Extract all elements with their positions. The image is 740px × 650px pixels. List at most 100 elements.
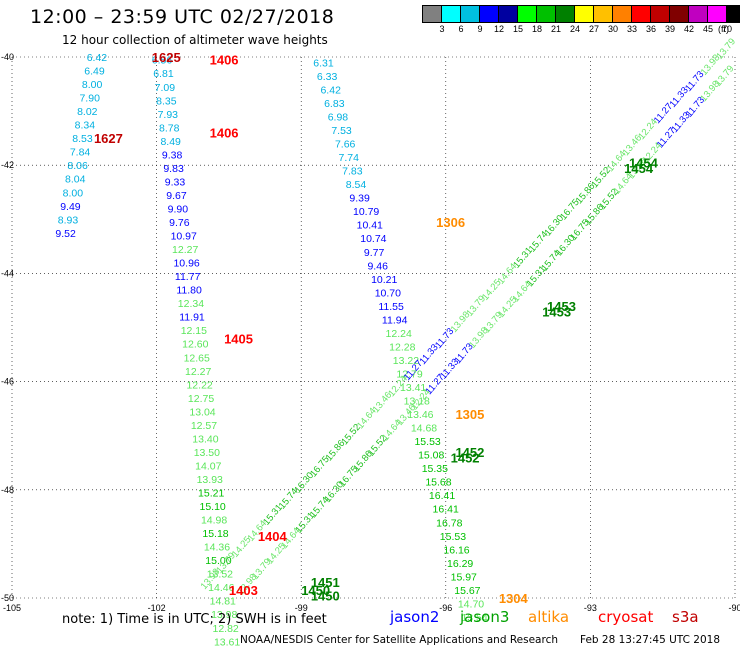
wave-height-value: 6.33 — [317, 71, 338, 83]
wave-height-value: 6.81 — [153, 68, 174, 80]
colorbar-swatch — [556, 6, 575, 22]
colorbar-label: 27 — [588, 24, 600, 34]
colorbar-swatch — [575, 6, 594, 22]
overpass-time-label: 1451 — [311, 575, 340, 590]
colorbar-label: 12 — [493, 24, 505, 34]
legend-cryosat: cryosat — [598, 608, 654, 626]
time-labels: 1625 1406 1627 1406 1405 1404 1403 1306 1305 1304… — [94, 50, 659, 606]
lon-tick-label: -99 — [295, 603, 308, 613]
wave-height-value: 7.90 — [79, 93, 100, 105]
wave-height-value: 12.22 — [186, 379, 212, 391]
wave-height-value: 9.33 — [165, 176, 186, 188]
colorbar-label: 3 — [439, 24, 445, 34]
wave-height-value: 14.46 — [208, 582, 234, 594]
colorbar-swatch — [537, 6, 556, 22]
overpass-time-label: 1625 — [152, 50, 181, 65]
footer-credit: NOAA/NESDIS Center for Satellite Applica… — [240, 634, 558, 646]
wave-height-value: 12.65 — [184, 352, 210, 364]
overpass-time-label: 1406 — [210, 53, 239, 68]
wave-height-value: 9.52 — [55, 228, 76, 240]
overpass-time-label: 1453 — [542, 304, 571, 319]
wave-height-value: 8.00 — [82, 79, 103, 91]
wave-height-value: 15.53 — [414, 436, 440, 448]
wave-height-value: 8.34 — [75, 120, 96, 132]
lat-tick-label: -40 — [1, 52, 14, 62]
lat-tick-label: -42 — [1, 160, 14, 170]
wave-height-value: 15.53 — [440, 531, 466, 543]
wave-height-value: 6.49 — [84, 66, 105, 78]
colorbar-label: 45 — [702, 24, 714, 34]
wave-height-value: 7.83 — [342, 166, 363, 178]
wave-height-value: 16.29 — [447, 558, 473, 570]
wave-height-value: 13.40 — [192, 433, 218, 445]
colorbar-swatch — [689, 6, 708, 22]
wave-height-value: 7.09 — [155, 82, 176, 94]
legend-altika: altika — [528, 608, 570, 626]
wave-height-value: 14.68 — [411, 423, 437, 435]
wave-height-value: 12.75 — [188, 393, 214, 405]
colorbar-swatch — [670, 6, 689, 22]
wave-height-value: 13.04 — [189, 406, 215, 418]
legend-jason2: jason2 — [390, 608, 440, 626]
wave-height-tracks: 6.426.498.007.908.028.348.537.848.068.04… — [55, 52, 488, 648]
colorbar-label: 70 — [721, 24, 733, 34]
wave-height-value: 6.42 — [320, 84, 341, 96]
wave-height-value: 7.53 — [331, 125, 352, 137]
wave-height-value: 15.18 — [202, 528, 228, 540]
colorbar-labels: 3 6 9 12 15 18 21 24 27 30 33 36 39 42 45 70 (ft) — [422, 24, 740, 36]
wave-height-value: 9.67 — [166, 190, 187, 202]
wave-height-value: 10.70 — [375, 287, 401, 299]
axis-tick-labels: -105 -102 -99 -96 -93 -90 -40 -42 -44 -46 -48 -50 — [1, 52, 740, 613]
wave-height-value: 15.68 — [425, 477, 451, 489]
wave-height-value: 12.57 — [191, 420, 217, 432]
wave-height-value: 12.24 — [386, 328, 412, 340]
map-grid — [11, 56, 736, 599]
wave-height-value: 14.36 — [204, 542, 230, 554]
wave-height-value: 15.67 — [454, 585, 480, 597]
wave-height-value: 8.00 — [63, 187, 84, 199]
overpass-time-label: 1454 — [624, 161, 654, 176]
wave-height-value: 13.54 — [461, 612, 487, 624]
overpass-time-label: 1452 — [455, 445, 484, 460]
wave-height-value: 16.41 — [429, 490, 455, 502]
lon-tick-label: -96 — [439, 603, 452, 613]
wave-height-value: 15.97 — [451, 571, 477, 583]
overpass-time-label: 1305 — [455, 407, 484, 422]
legend-s3a: s3a — [672, 608, 699, 626]
overpass-time-label: 1627 — [94, 131, 123, 146]
colorbar-label: 33 — [626, 24, 638, 34]
wave-height-value: 6.42 — [87, 52, 108, 64]
wave-height-value: 6.56 — [152, 55, 173, 67]
wave-height-value: 11.91 — [179, 312, 205, 324]
colorbar-unit: (ft) — [718, 24, 729, 34]
wave-height-value: 12.82 — [213, 623, 239, 635]
colorbar-label: 9 — [477, 24, 483, 34]
wave-height-value: 8.35 — [156, 95, 177, 107]
footer-note: note: 1) Time is in UTC; 2) SWH is in fe… — [62, 612, 327, 627]
wave-height-value: 13.41 — [400, 382, 426, 394]
colorbar-label: 21 — [550, 24, 562, 34]
colorbar-swatch — [518, 6, 537, 22]
wave-height-value: 13.52 — [207, 569, 233, 581]
wave-height-value: 13.93 — [197, 474, 223, 486]
wave-height-value: 13.22 — [393, 355, 419, 367]
wave-height-value: 9.39 — [349, 193, 370, 205]
wave-height-value: 15.08 — [418, 450, 444, 462]
lon-tick-label: -93 — [584, 603, 597, 613]
lon-tick-label: -102 — [148, 603, 166, 613]
wave-height-value: 13.46 — [407, 409, 433, 421]
wave-height-value: 9.77 — [364, 247, 385, 259]
colorbar-label: 30 — [607, 24, 619, 34]
wave-height-value: 11.80 — [176, 285, 202, 297]
wave-height-value: 8.49 — [160, 136, 181, 148]
wave-height-value: 12.60 — [182, 339, 208, 351]
overpass-time-label: 1306 — [436, 215, 465, 230]
wave-height-value: 7.93 — [158, 109, 179, 121]
wave-height-value: 9.83 — [163, 163, 184, 175]
wave-height-value: 12.27 — [172, 244, 198, 256]
wave-height-value: 8.78 — [159, 122, 180, 134]
overpass-time-label: 1453 — [547, 299, 576, 314]
wave-height-value: 8.04 — [65, 174, 86, 186]
overpass-time-label: 1406 — [210, 126, 239, 141]
